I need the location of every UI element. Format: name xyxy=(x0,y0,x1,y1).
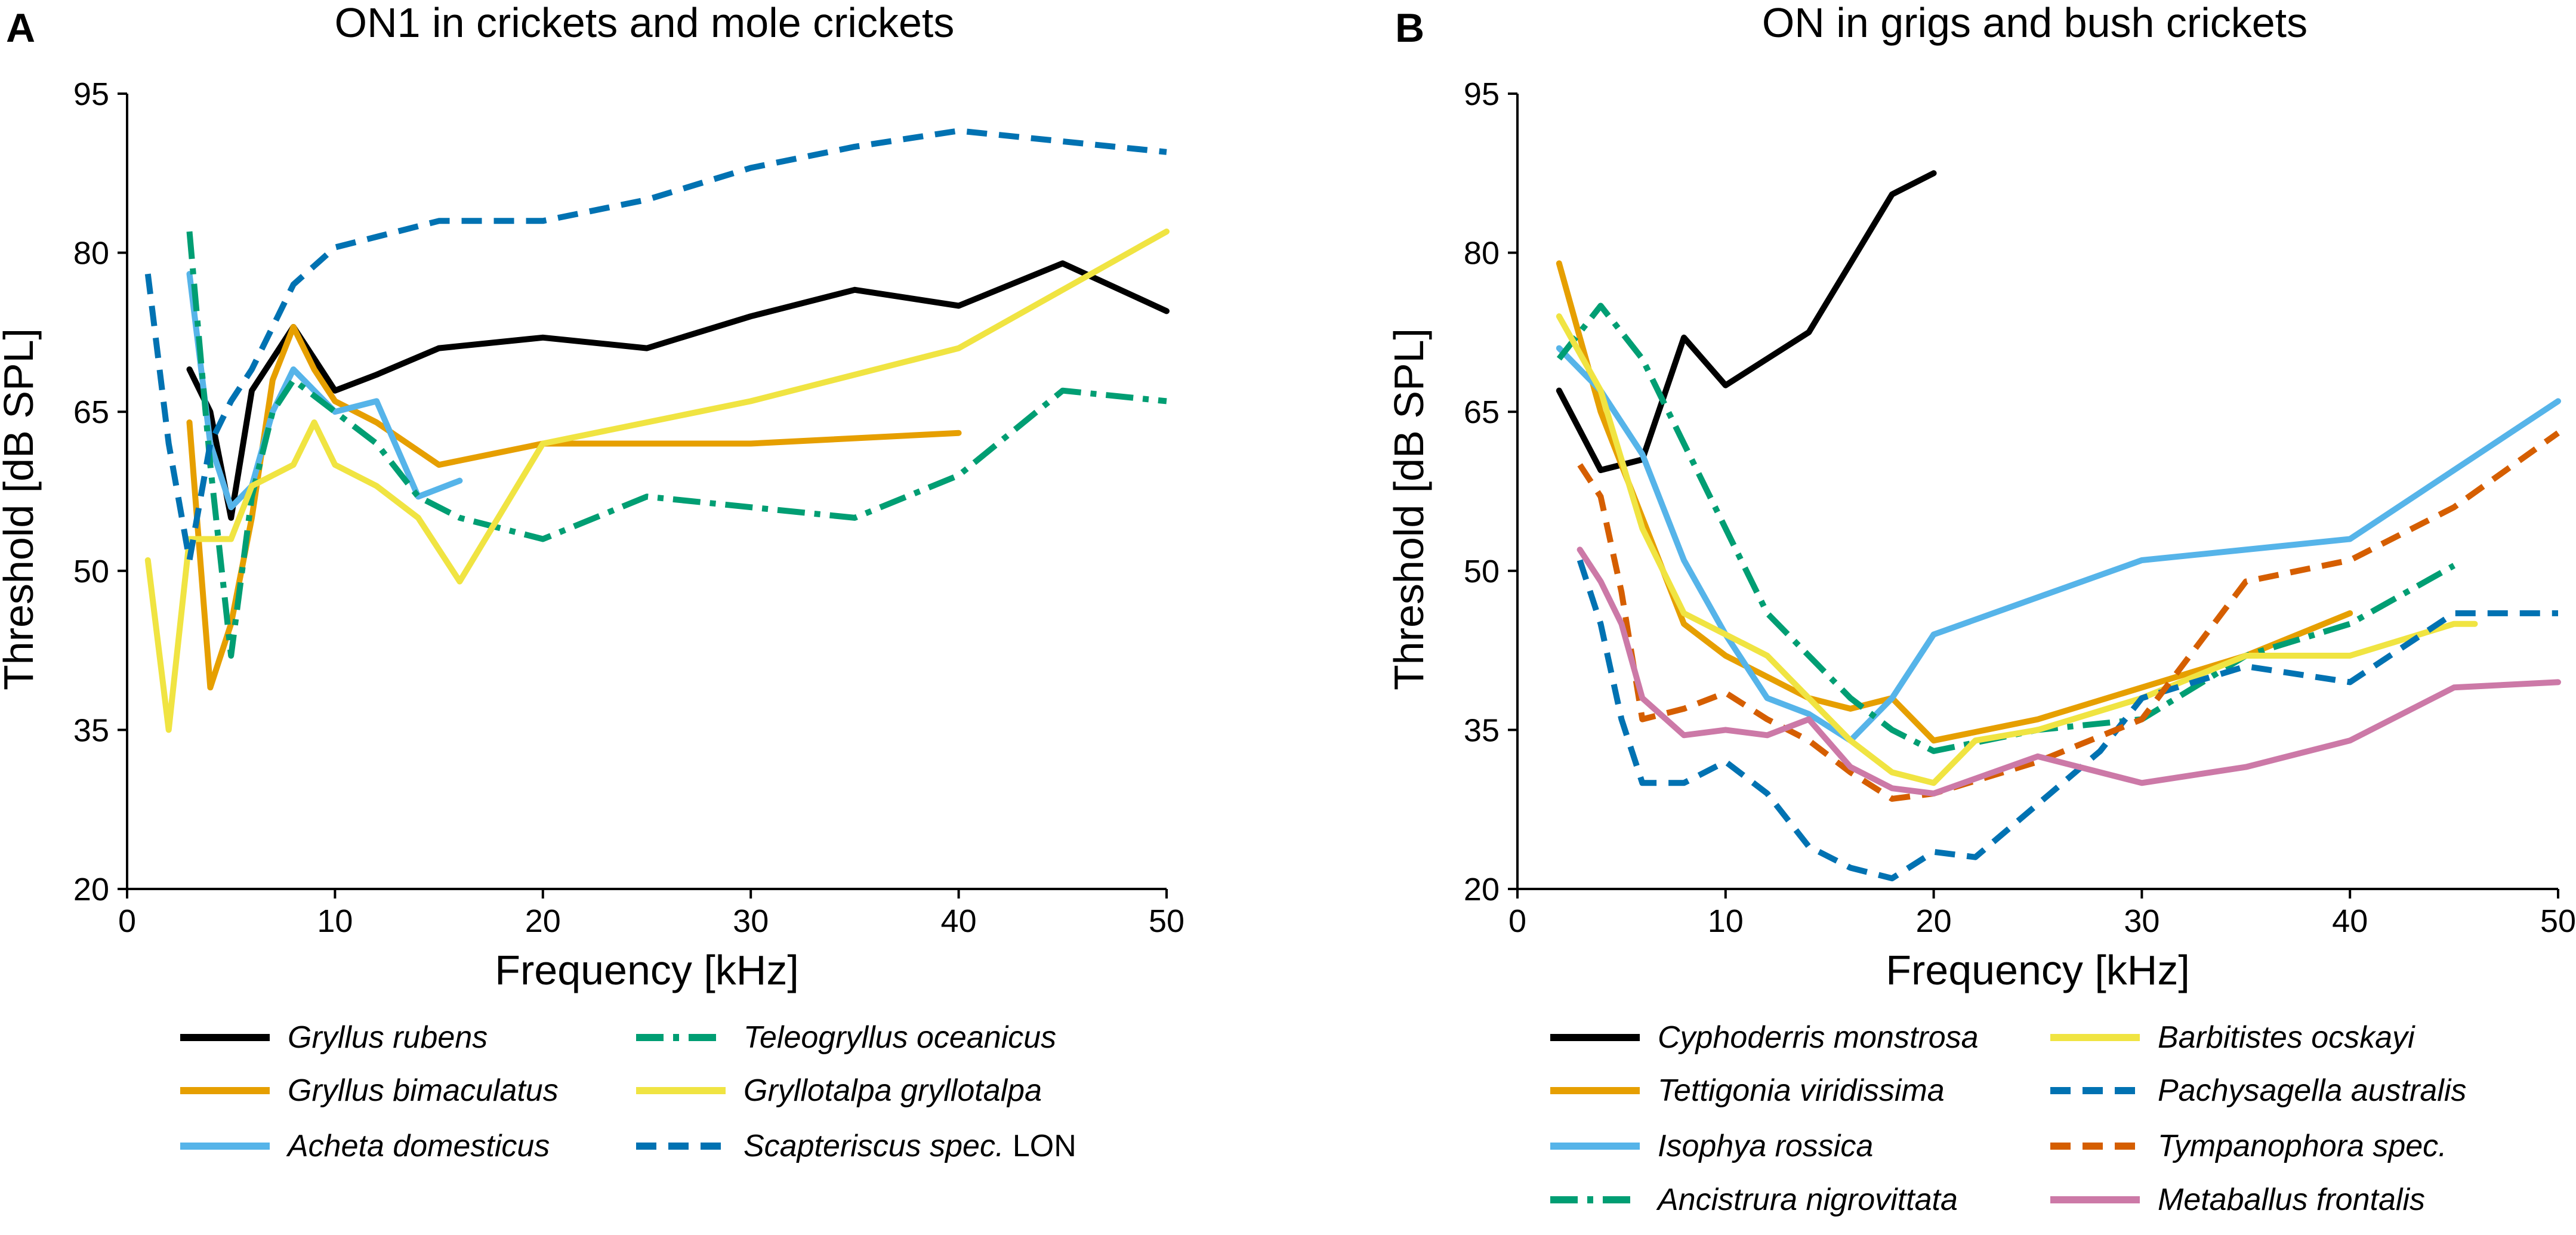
legend-label: Acheta domesticus xyxy=(286,1129,550,1163)
series-line-cyphoderris-monstrosa xyxy=(1556,170,1937,473)
legend-label: Metaballus frontalis xyxy=(2158,1182,2425,1217)
panel-letter: A xyxy=(6,5,35,51)
legend-label: Ancistrura nigrovittata xyxy=(1656,1182,1958,1217)
legend-label: Teleogryllus oceanicus xyxy=(744,1020,1056,1055)
y-tick-label: 80 xyxy=(1464,236,1500,271)
x-tick-label: 30 xyxy=(733,903,769,939)
legend-label: Tettigonia viridissima xyxy=(1658,1073,1945,1108)
x-tick-label: 20 xyxy=(525,903,561,939)
x-tick-label: 50 xyxy=(2540,903,2576,939)
panel-letter: B xyxy=(1395,5,1424,51)
legend-label: Gryllus bimaculatus xyxy=(288,1073,559,1108)
series-line-gryllus-rubens xyxy=(186,260,1170,521)
chart-panel-b: B ON in grigs and bush crickets 20 35 50 65 80… xyxy=(1386,0,2576,1217)
y-tick-label: 95 xyxy=(1464,76,1500,112)
y-tick-label: 80 xyxy=(73,236,109,271)
legend-species-name: Gryllus bimaculatus xyxy=(288,1073,559,1108)
series-line-acheta-domesticus xyxy=(186,271,463,511)
legend-suffix: LON xyxy=(1004,1129,1076,1163)
x-tick-label: 40 xyxy=(2332,903,2368,939)
legend-species-name: Gryllotalpa gryllotalpa xyxy=(744,1073,1042,1108)
legend-species-name: Cyphoderris monstrosa xyxy=(1658,1020,1979,1055)
series-line-gryllotalpa-gryllotalpa xyxy=(144,229,1170,733)
y-axis-label: Threshold [dB SPL] xyxy=(1386,328,1432,690)
y-tick-label: 65 xyxy=(73,394,109,430)
series-line-pachysagella-australis xyxy=(1577,559,2558,882)
x-tick-label: 10 xyxy=(1708,903,1744,939)
legend-label: Scapteriscus spec. LON xyxy=(744,1129,1076,1163)
chart-title: ON1 in crickets and mole crickets xyxy=(335,0,955,46)
series-line-tympanophora-spec xyxy=(1577,430,2560,802)
legend-species-name: Acheta domesticus xyxy=(286,1129,550,1163)
legend-species-name: Tympanophora spec. xyxy=(2158,1129,2447,1163)
legend-species-name: Isophya rossica xyxy=(1658,1129,1873,1163)
legend-label: Cyphoderris monstrosa xyxy=(1658,1020,1979,1055)
legend-species-name: Scapteriscus spec. xyxy=(744,1129,1004,1163)
legend-species-name: Ancistrura nigrovittata xyxy=(1656,1182,1958,1217)
y-tick-label: 35 xyxy=(1464,712,1500,748)
x-tick-label: 0 xyxy=(1508,903,1526,939)
legend-label: Pachysagella australis xyxy=(2158,1073,2466,1108)
x-tick-label: 20 xyxy=(1916,903,1952,939)
x-tick-label: 40 xyxy=(941,903,977,939)
x-tick-label: 0 xyxy=(118,903,136,939)
series-line-ancistrura-nigrovittata xyxy=(1556,302,2456,754)
y-tick-label: 65 xyxy=(1464,394,1500,430)
y-tick-label: 35 xyxy=(73,712,109,748)
legend-label: Isophya rossica xyxy=(1658,1129,1873,1163)
legend-label: Gryllus rubens xyxy=(288,1020,488,1055)
y-tick-label: 20 xyxy=(73,872,109,907)
chart-title: ON in grigs and bush crickets xyxy=(1762,0,2307,46)
chart-panel-a: A ON1 in crickets and mole crickets 20 35 50… xyxy=(0,0,1184,1163)
legend-species-name: Metaballus frontalis xyxy=(2158,1182,2425,1217)
series-line-isophya-rossica xyxy=(1556,345,2561,744)
y-tick-label: 50 xyxy=(1464,554,1500,589)
legend-label: Tympanophora spec. xyxy=(2158,1129,2447,1163)
series-line-metaballus-frontalis xyxy=(1577,547,2561,796)
series-line-barbitistes-ocskayi xyxy=(1556,313,2478,786)
series-line-teleogryllus-oceanicus xyxy=(186,231,1167,659)
legend-label: Barbitistes ocskayi xyxy=(2158,1020,2415,1055)
y-tick-label: 20 xyxy=(1464,872,1500,907)
y-tick-label: 50 xyxy=(73,554,109,589)
series-line-tettigonia-viridissima xyxy=(1556,260,2353,744)
legend: Gryllus rubens Gryllus bimaculatus Acheta … xyxy=(180,1020,1076,1163)
legend-species-name: Teleogryllus oceanicus xyxy=(744,1020,1056,1055)
y-axis-label: Threshold [dB SPL] xyxy=(0,328,42,690)
x-axis-label: Frequency [kHz] xyxy=(1886,947,2190,993)
x-tick-label: 10 xyxy=(317,903,353,939)
legend-label: Gryllotalpa gryllotalpa xyxy=(744,1073,1042,1108)
x-tick-label: 50 xyxy=(1149,903,1184,939)
legend-species-name: Barbitistes ocskayi xyxy=(2158,1020,2415,1055)
legend-species-name: Pachysagella australis xyxy=(2158,1073,2466,1108)
legend-species-name: Tettigonia viridissima xyxy=(1658,1073,1945,1108)
y-tick-label: 95 xyxy=(73,76,109,112)
legend-species-name: Gryllus rubens xyxy=(288,1020,488,1055)
series-line-scapteriscus-spec xyxy=(144,128,1167,563)
x-tick-label: 30 xyxy=(2124,903,2159,939)
x-axis-label: Frequency [kHz] xyxy=(495,947,799,993)
legend: Cyphoderris monstrosa Tettigonia viridiss… xyxy=(1550,1020,2466,1217)
